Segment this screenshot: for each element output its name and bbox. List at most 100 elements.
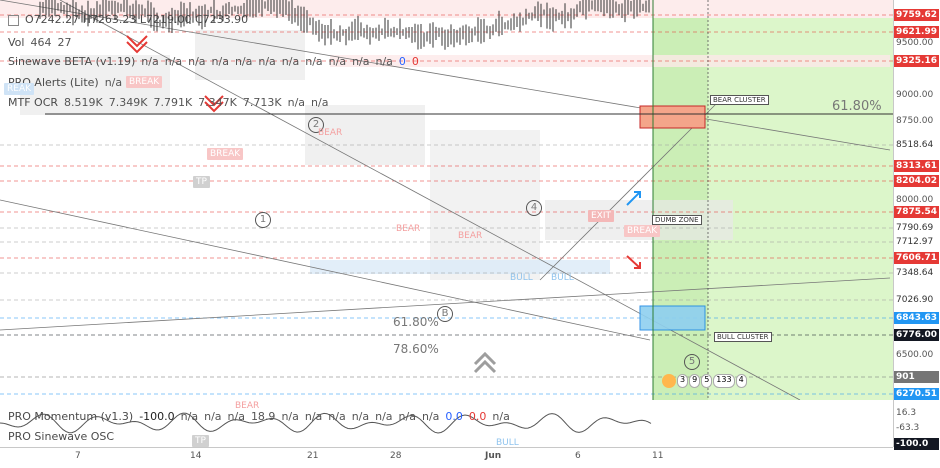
sinewave-oscillator-line: [0, 412, 652, 434]
mtf-value: 7.347K: [198, 96, 237, 109]
axis-tick: 8750.00: [896, 116, 934, 126]
momentum-value: -100.0: [139, 410, 175, 423]
bull-tag: BULL: [551, 273, 574, 283]
x-tick: 6: [575, 451, 581, 461]
mtf-legend[interactable]: MTF OCR 8.519K 7.349K 7.791K 7.347K 7.71…: [8, 96, 328, 109]
axis-tick: 9500.00: [896, 38, 934, 48]
price-label: 9325.16: [894, 55, 939, 67]
event-bubble[interactable]: 133: [713, 374, 735, 388]
trendline[interactable]: [539, 99, 721, 281]
price-label: -100.0: [894, 438, 939, 450]
mtf-value: 7.349K: [108, 96, 148, 109]
legend-collapse-icon[interactable]: [8, 15, 19, 26]
bull-cluster-box[interactable]: [639, 305, 706, 331]
oscillator-pane[interactable]: [0, 400, 893, 447]
time-axis[interactable]: 7 14 21 28 Jun 6 11: [0, 447, 893, 468]
wave-4-label: 4: [526, 200, 542, 216]
wave-b-label: B: [437, 306, 453, 322]
ohlc-legend[interactable]: O7242.27 H7263.23 L7219.00 C7233.90: [8, 13, 248, 26]
sinewave-value: n/a: [141, 55, 159, 68]
break-tag: BREAK: [624, 225, 661, 237]
event-bubble[interactable]: 5: [701, 374, 713, 388]
axis-tick: -63.3: [896, 423, 920, 433]
price-label: 8204.02: [894, 175, 939, 187]
price-label: 6270.51: [894, 388, 939, 400]
price-label: 8313.61: [894, 160, 939, 172]
trendline[interactable]: [0, 199, 651, 341]
sinewave-blue-value: 0: [398, 55, 406, 68]
price-label: 9621.99: [894, 26, 939, 38]
x-tick: 7: [75, 451, 81, 461]
vol-label: Vol: [8, 36, 25, 49]
mtf-value: 8.519K: [64, 96, 103, 109]
bear-cluster-label: BEAR CLUSTER: [710, 95, 769, 105]
price-label: 901: [894, 371, 939, 383]
event-bubble[interactable]: 4: [735, 374, 747, 388]
wave-5-label: 5: [684, 354, 700, 370]
trendline[interactable]: [0, 277, 891, 331]
break-tag: BREAK: [126, 76, 163, 88]
momentum-label: PRO Momentum (v1.3): [8, 410, 134, 423]
event-flag-icon[interactable]: [662, 374, 676, 388]
momentum-legend[interactable]: PRO Momentum (v1.3) -100.0 n/a n/a n/a 1…: [8, 410, 510, 423]
ohlc-values: O7242.27 H7263.23 L7219.00 C7233.90: [25, 13, 249, 26]
bear-tag: BEAR: [235, 401, 260, 411]
price-label: 7026.90: [894, 294, 939, 306]
bear-tag: BEAR: [318, 128, 343, 138]
event-bubble[interactable]: 3: [677, 374, 689, 388]
sinewave-value: n/a: [305, 55, 323, 68]
bear-cluster-box[interactable]: [639, 105, 706, 129]
fib-618-right-label: 61.80%: [832, 99, 882, 114]
wave-1-label: 1: [255, 212, 271, 228]
vol-legend[interactable]: Vol 464 27: [8, 36, 71, 49]
event-bubble[interactable]: 9: [689, 374, 701, 388]
bull-tag: BULL: [510, 273, 533, 283]
price-label: 6776.00: [894, 329, 939, 341]
mtf-value: n/a: [287, 96, 306, 109]
break-tag-blue: REAK: [4, 83, 34, 95]
down-arrow-icon: [626, 255, 641, 269]
trendline[interactable]: [59, 0, 801, 401]
sinewave-red-value: 0: [411, 55, 419, 68]
pro-alerts-value: n/a: [104, 76, 123, 89]
exit-tag: EXIT: [588, 210, 615, 222]
trendline[interactable]: [0, 0, 891, 151]
mtf-label: MTF OCR: [8, 96, 59, 109]
momentum-blue-value: 0.0: [445, 410, 463, 423]
bear-tag: BEAR: [396, 224, 421, 234]
mtf-value: 7.791K: [153, 96, 193, 109]
gray-zone-2: [195, 30, 305, 80]
momentum-na: n/a: [351, 410, 370, 423]
momentum-na: n/a: [204, 410, 222, 423]
x-tick: 28: [390, 451, 402, 461]
x-tick: Jun: [485, 451, 502, 461]
event-bubbles[interactable]: 3 9 5 133 4: [662, 374, 747, 388]
vol-value-2: 27: [57, 36, 72, 49]
blue-band: [310, 260, 610, 274]
price-chart-canvas[interactable]: [0, 0, 893, 447]
mtf-value: 7.713K: [242, 96, 282, 109]
price-label: 8518.64: [894, 139, 939, 151]
momentum-na: n/a: [227, 410, 245, 423]
price-axis[interactable]: 9500.00 9000.00 8750.00 8000.00 6500.00 …: [893, 0, 940, 450]
price-label: 9759.62: [894, 9, 939, 21]
wave-2-label: 2: [308, 117, 324, 133]
sinewave-value: n/a: [281, 55, 300, 68]
momentum-na: n/a: [375, 410, 393, 423]
sinewave-legend[interactable]: Sinewave BETA (v1.19) n/a n/a n/a n/a n/…: [8, 55, 419, 68]
sinewave-osc-legend[interactable]: PRO Sinewave OSC: [8, 430, 114, 443]
bull-tag: BULL: [496, 438, 519, 447]
double-chevron-up-icon: [473, 351, 497, 374]
double-chevron-down-icon: [126, 35, 148, 54]
fib-786-label: 78.60%: [393, 342, 439, 356]
fib-618-label: 61.80%: [393, 315, 439, 329]
momentum-na: n/a: [328, 410, 346, 423]
momentum-na: n/a: [398, 410, 416, 423]
momentum-na: n/a: [281, 410, 299, 423]
sinewave-value: n/a: [375, 55, 393, 68]
chart-pane[interactable]: O7242.27 H7263.23 L7219.00 C7233.90 Vol …: [0, 0, 893, 447]
axis-tick: 9000.00: [896, 90, 934, 100]
momentum-na: n/a: [180, 410, 199, 423]
x-tick: 14: [190, 451, 202, 461]
momentum-red-value: 0.0: [468, 410, 487, 423]
